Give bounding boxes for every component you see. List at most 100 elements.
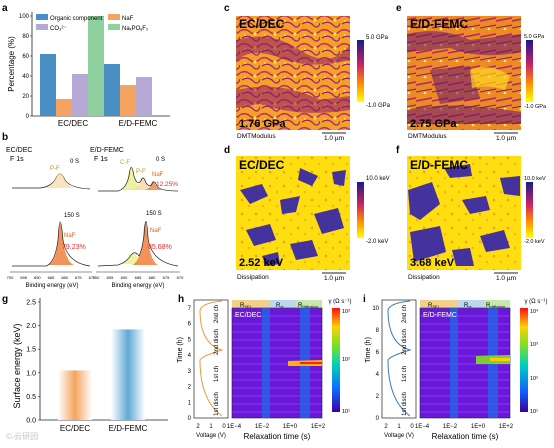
panel-h-cycle-1: 1st ch <box>214 366 220 382</box>
x-tick-label: 690 <box>34 275 41 280</box>
xps-right-cf-label: C-F <box>120 160 130 166</box>
panel-i-region-band-mid <box>458 300 484 308</box>
panel-b-left-xlabel: Binding energy (eV) <box>25 283 78 289</box>
afm-c-cbar-bottom: -1.0 GPa <box>366 103 391 109</box>
afm-f-channel: Dissipation <box>408 274 440 281</box>
bar <box>136 77 152 116</box>
legend-label-organic: Organic component <box>50 16 103 22</box>
x-tick-label: 2 <box>384 424 388 430</box>
legend-swatch-naf <box>108 14 120 20</box>
panel-b-right-subtitle: F 1s <box>94 156 108 163</box>
panel-g-category-1: E/D-FEMC <box>109 424 148 433</box>
panel-h-voltage-xlabel: Voltage (V) <box>196 433 226 439</box>
panel-i-region-sei: RSEI <box>428 303 439 309</box>
afm-f-colorbar <box>526 182 533 238</box>
panel-h-ylabel: Time (h) <box>177 337 184 363</box>
panel-h-voltage-frame <box>193 299 229 419</box>
afm-c-colorbar <box>357 40 364 102</box>
afm-d-value: 2.52 keV <box>239 257 284 269</box>
panel-i-ylabel: Time (h) <box>365 337 372 363</box>
panel-i-cycle-0: 1st disch <box>402 392 408 416</box>
y-tick-label: 40 <box>22 74 29 80</box>
panel-i-letter: i <box>363 294 366 305</box>
y-tick-label: 3 <box>188 369 192 375</box>
panel-e: e E/D-FEMC 2.75 GPa DMTModulus 1.0 µm 5.… <box>396 3 547 142</box>
panel-f-letter: f <box>396 145 400 156</box>
x-tick-label: 695 <box>20 275 27 280</box>
panel-g: g Surface energy (keV) 0.0 0.5 1.0 1.5 2.0 2.… <box>2 294 168 433</box>
y-tick-label: 0 <box>376 416 380 422</box>
x-tick-label: 1 <box>209 424 213 430</box>
xps-right-pf-peak <box>130 177 155 190</box>
afm-e-channel: DMTModulus <box>408 133 447 140</box>
panel-b: b EC/DEC F 1s E/D-FEMC F 1s 0 S P-F 150 … <box>2 132 184 289</box>
panel-i-y-ticks: 0 2 4 6 8 10 <box>372 306 379 422</box>
afm-d-channel: Dissipation <box>237 274 269 281</box>
panel-h-cycle-2: 2nd disch <box>214 329 220 355</box>
afm-d-scale: 1.0 µm <box>324 275 344 282</box>
panel-h-cbar-tick-0: 10³ <box>342 309 350 315</box>
afm-map-e-highlights <box>470 67 510 90</box>
y-tick-label: 10 <box>372 306 379 312</box>
legend-swatch-co3 <box>36 24 48 30</box>
xps-right-time-150: 150 S <box>146 211 162 217</box>
x-tick-label: 0 <box>222 424 226 430</box>
bar <box>56 99 72 116</box>
xps-right-0s-curve <box>98 167 179 192</box>
y-tick-label: 6 <box>376 350 380 356</box>
x-tick-label: 1E−4 <box>227 424 242 430</box>
panel-h-title: EC/DEC <box>235 312 261 319</box>
xps-right-time-0: 0 S <box>156 157 165 163</box>
afm-f-label: E/D-FEMC <box>410 158 468 172</box>
xps-left-pf-label: P-F <box>50 166 60 172</box>
y-tick-label: 2 <box>188 385 192 391</box>
panel-h-region-band-mid <box>270 300 296 308</box>
panel-h-cbar-tick-2: 10¹ <box>342 409 350 415</box>
panel-f: f E/D-FEMC 3.68 keV Dissipation 1.0 µm 1… <box>396 145 546 282</box>
xps-right-pct: 85.68% <box>148 244 172 251</box>
panel-h-cycle-3: 2nd ch <box>214 305 220 323</box>
afm-map-c <box>236 16 350 130</box>
y-tick-label: 2.0 <box>26 323 36 330</box>
xps-left-time-150: 150 S <box>64 213 80 219</box>
panel-i-cbar-title: γ (Ω s⁻¹) <box>525 299 548 305</box>
y-tick-label: 0.0 <box>26 418 36 425</box>
xps-left-150s-curve <box>12 221 91 267</box>
x-tick-label: 700 <box>7 275 14 280</box>
panel-g-ylabel: Surface energy (keV) <box>12 323 22 408</box>
bar <box>58 370 92 420</box>
panel-h-drt-hotspot-core <box>300 362 322 364</box>
x-tick-label: 670 <box>89 275 96 280</box>
panel-b-left-subtitle: F 1s <box>10 156 24 163</box>
panel-a: a Percentage (%) 0 20 40 60 80 100 EC/DEC E/D… <box>2 3 170 128</box>
y-tick-label: 7 <box>188 306 192 312</box>
panel-i-x-ticks: 1E−4 1E−2 1E+0 1E+2 <box>415 424 514 430</box>
panel-c-letter: c <box>224 3 230 14</box>
afm-e-value: 2.75 GPa <box>410 118 457 130</box>
panel-i-voltage-curve <box>387 300 412 417</box>
x-tick-label: 1E−2 <box>255 424 270 430</box>
y-tick-label: 1.0 <box>26 370 36 377</box>
x-tick-label: 1E−4 <box>415 424 430 430</box>
panel-i-title: E/D-FEMC <box>423 312 457 319</box>
afm-f-cbar-bottom: -2.0 keV <box>524 239 545 245</box>
afm-map-d-features <box>240 168 346 266</box>
afm-c-cbar-top: 5.0 GPa <box>366 35 389 41</box>
afm-d-colorbar <box>357 182 364 238</box>
panel-g-bars <box>58 329 145 420</box>
panel-i-colorbar <box>520 308 528 412</box>
xps-right-pct-top: 12.25% <box>156 181 178 188</box>
panel-i-cbar-tick-2: 10² <box>530 376 538 382</box>
y-tick-label: 100 <box>19 14 30 20</box>
xps-right-naf-label-top: NaF <box>152 172 164 178</box>
xps-left-pf-peak <box>44 172 76 188</box>
x-tick-label: 700 <box>93 275 100 280</box>
x-tick-label: 1E+2 <box>499 424 514 430</box>
xps-left-naf-label: NaF <box>64 233 76 239</box>
panel-i-cbar-tick-0: 10⁴ <box>530 308 539 315</box>
panel-i-cycle-3: 2nd ch <box>402 305 408 323</box>
bar <box>104 64 120 116</box>
panel-a-y-ticks: 0 20 40 60 80 100 <box>19 14 32 120</box>
y-tick-label: 80 <box>22 34 29 40</box>
